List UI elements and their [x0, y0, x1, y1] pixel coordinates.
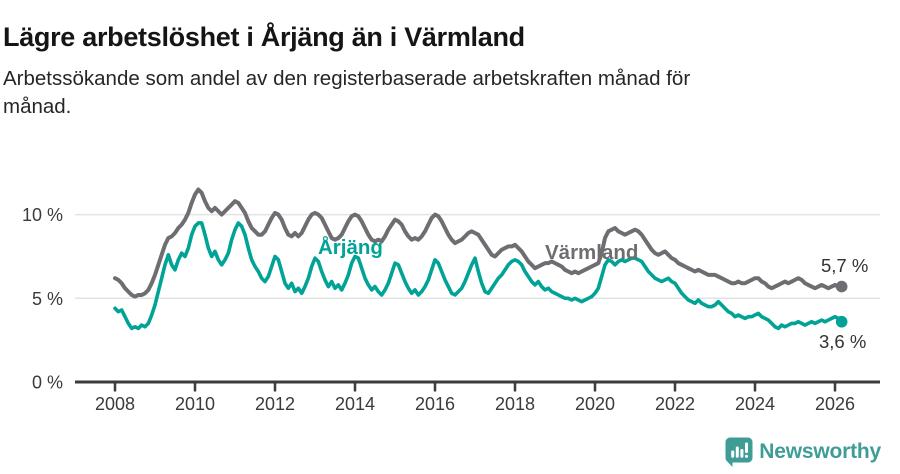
chart-subtitle: Arbetssökande som andel av den registerb… — [3, 65, 863, 121]
x-tick-label: 2012 — [255, 394, 295, 414]
y-tick-label: 0 % — [32, 373, 63, 393]
y-tick-label: 5 % — [32, 289, 63, 309]
series-line-Årjäng — [113, 221, 844, 331]
x-tick-label: 2018 — [495, 394, 535, 414]
x-tick-label: 2026 — [815, 394, 855, 414]
x-tick-label: 2020 — [575, 394, 615, 414]
x-tick-label: 2014 — [335, 394, 375, 414]
series-line-Värmland — [113, 187, 844, 299]
chart-subtitle-line1: Arbetssökande som andel av den registerb… — [3, 67, 691, 90]
x-tick-label: 2010 — [175, 394, 215, 414]
newsworthy-logo: Newsworthy — [725, 437, 881, 467]
x-tick-label: 2016 — [415, 394, 455, 414]
x-tick-label: 2008 — [95, 394, 135, 414]
page-title: Lägre arbetslöshet i Årjäng än i Värmlan… — [3, 22, 525, 53]
end-value-label: 5,7 % — [821, 255, 868, 276]
series-label-Årjäng: Årjäng — [318, 235, 383, 259]
newsworthy-brand-text: Newsworthy — [759, 440, 881, 463]
x-tick-label: 2024 — [735, 394, 775, 414]
end-value-label: 3,6 % — [819, 331, 866, 352]
series-end-dot-Värmland — [835, 280, 848, 293]
chart-subtitle-line2: månad. — [3, 95, 72, 118]
newsworthy-logo-icon — [725, 437, 753, 467]
series-end-dot-Årjäng — [835, 315, 848, 328]
series-label-Värmland: Värmland — [545, 241, 638, 264]
y-tick-label: 10 % — [22, 205, 63, 225]
x-tick-label: 2022 — [655, 394, 695, 414]
